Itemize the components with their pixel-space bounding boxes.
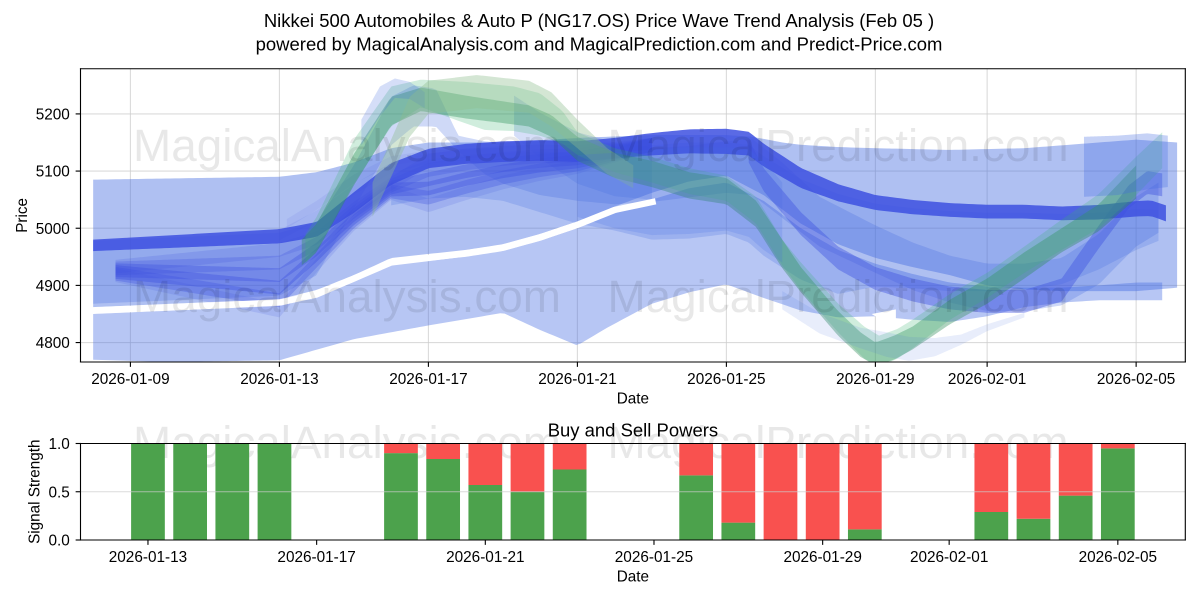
svg-text:Buy and Sell Powers: Buy and Sell Powers xyxy=(548,420,718,441)
svg-text:2026-01-17: 2026-01-17 xyxy=(389,371,467,388)
svg-text:2026-01-21: 2026-01-21 xyxy=(446,549,524,566)
svg-text:2026-02-05: 2026-02-05 xyxy=(1097,371,1175,388)
svg-text:MagicalAnalysis.com: MagicalAnalysis.com xyxy=(133,120,561,171)
svg-text:2026-01-29: 2026-01-29 xyxy=(836,371,914,388)
svg-text:powered by MagicalAnalysis.com: powered by MagicalAnalysis.com and Magic… xyxy=(256,33,943,54)
svg-text:2026-02-01: 2026-02-01 xyxy=(910,549,988,566)
svg-text:MagicalAnalysis.com: MagicalAnalysis.com xyxy=(133,271,561,322)
svg-text:2026-01-13: 2026-01-13 xyxy=(109,549,187,566)
svg-text:2026-01-21: 2026-01-21 xyxy=(538,371,616,388)
svg-text:MagicalPrediction.com: MagicalPrediction.com xyxy=(607,271,1068,322)
svg-text:Signal Strength: Signal Strength xyxy=(27,440,44,544)
svg-text:2026-01-29: 2026-01-29 xyxy=(783,549,861,566)
svg-text:MagicalPrediction.com: MagicalPrediction.com xyxy=(607,120,1068,171)
svg-text:2026-01-17: 2026-01-17 xyxy=(277,549,355,566)
svg-text:2026-02-01: 2026-02-01 xyxy=(948,371,1026,388)
svg-text:4800: 4800 xyxy=(36,335,70,352)
svg-text:2026-01-25: 2026-01-25 xyxy=(687,371,765,388)
svg-text:2026-01-25: 2026-01-25 xyxy=(615,549,693,566)
svg-text:Nikkei 500 Automobiles & Auto: Nikkei 500 Automobiles & Auto P (NG17.OS… xyxy=(264,10,934,31)
svg-text:5000: 5000 xyxy=(36,221,70,238)
svg-text:Date: Date xyxy=(617,391,649,408)
svg-text:4900: 4900 xyxy=(36,278,70,295)
svg-text:1.0: 1.0 xyxy=(48,436,69,453)
svg-text:2026-02-05: 2026-02-05 xyxy=(1079,549,1157,566)
svg-text:2026-01-09: 2026-01-09 xyxy=(91,371,169,388)
svg-text:Date: Date xyxy=(617,569,649,586)
svg-text:5100: 5100 xyxy=(36,164,70,181)
svg-text:0.0: 0.0 xyxy=(48,533,69,550)
svg-text:0.5: 0.5 xyxy=(48,484,69,501)
svg-text:2026-01-13: 2026-01-13 xyxy=(240,371,318,388)
svg-text:Price: Price xyxy=(14,198,31,233)
svg-text:5200: 5200 xyxy=(36,106,70,123)
